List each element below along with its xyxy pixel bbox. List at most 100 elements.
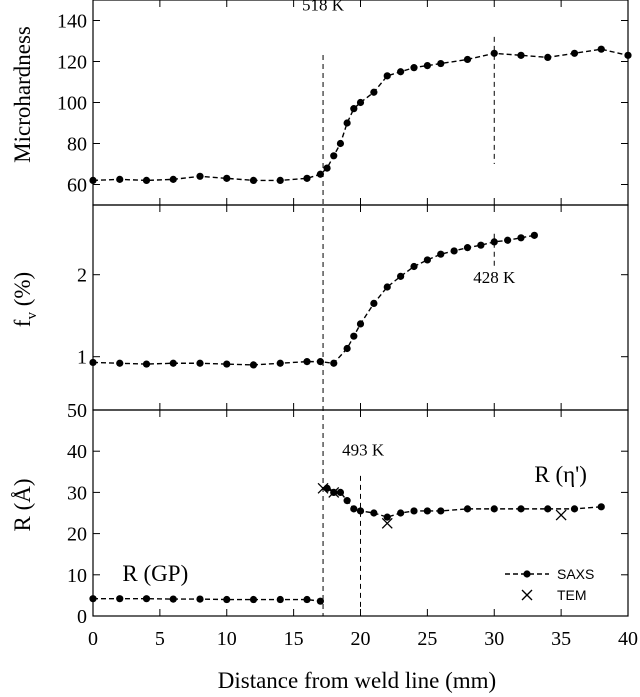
- data-point-tem: [317, 482, 329, 494]
- data-point-saxs: [397, 509, 405, 517]
- data-point-saxs: [316, 597, 324, 605]
- data-point-saxs: [423, 507, 431, 515]
- data-point-fraction: [116, 359, 124, 367]
- x-tick-label: 20: [351, 628, 371, 650]
- data-point-saxs: [223, 595, 231, 604]
- data-point-tem: [555, 509, 567, 521]
- data-point-fraction: [356, 320, 365, 328]
- x-tick-label: 40: [618, 628, 638, 650]
- y-axis-label-hardness: Microhardness: [10, 26, 35, 163]
- data-point-fraction: [330, 359, 338, 367]
- data-point-saxs: [303, 595, 311, 604]
- data-point-saxs: [276, 595, 284, 604]
- y-tick-label-hardness: 100: [57, 93, 87, 115]
- y-axis-label-suffix: (%): [10, 272, 35, 312]
- data-point-fraction: [423, 256, 431, 264]
- data-point-hardness: [350, 105, 358, 113]
- data-point-saxs: [517, 505, 525, 513]
- data-point-fraction: [303, 358, 311, 366]
- data-point-fraction: [89, 358, 97, 367]
- data-point-saxs: [343, 497, 351, 505]
- data-point-hardness: [116, 175, 124, 183]
- data-point-fraction: [350, 332, 358, 340]
- data-point-hardness: [169, 175, 177, 183]
- data-point-hardness: [330, 152, 338, 160]
- data-point-hardness: [303, 174, 311, 182]
- y-tick-label-hardness: 80: [67, 134, 87, 156]
- legend-swatch-marker: [521, 589, 533, 601]
- data-point-hardness: [356, 98, 365, 107]
- x-tick-label: 0: [88, 628, 98, 650]
- data-point-saxs: [370, 509, 378, 517]
- data-point-hardness: [223, 174, 231, 182]
- data-point-saxs: [356, 507, 365, 515]
- y-tick-label-hardness: 60: [67, 175, 87, 197]
- annotation-label: 493 K: [342, 440, 385, 459]
- data-point-fraction: [276, 359, 284, 367]
- legend-swatch-marker: [523, 570, 531, 578]
- y-axis-label-fraction: fv (%): [10, 272, 40, 327]
- data-point-fraction: [517, 234, 525, 242]
- annotation-label: 428 K: [473, 268, 516, 287]
- data-point-fraction: [477, 241, 485, 249]
- data-point-fraction: [223, 360, 231, 368]
- data-point-hardness: [397, 68, 405, 76]
- data-point-saxs: [169, 595, 177, 603]
- y-axis-label-main: R (Å): [10, 478, 35, 531]
- data-point-fraction: [530, 231, 538, 239]
- x-tick-label: 10: [217, 628, 237, 650]
- data-point-hardness: [517, 51, 525, 59]
- data-point-tem: [381, 517, 393, 529]
- data-point-hardness: [570, 49, 579, 57]
- data-point-saxs: [490, 505, 498, 513]
- x-tick-label: 15: [284, 628, 304, 650]
- data-point-fraction: [249, 361, 258, 369]
- data-point-hardness: [370, 88, 378, 96]
- data-point-fraction: [410, 262, 418, 271]
- data-point-fraction: [463, 244, 472, 252]
- y-tick-label-radius: 50: [67, 400, 87, 422]
- annotation-label: R (GP): [122, 561, 188, 586]
- annotation-label: R (η'): [534, 462, 587, 487]
- y-tick-label-fraction: 1: [77, 347, 87, 369]
- data-point-tem: [328, 486, 340, 498]
- data-point-fraction: [169, 359, 177, 367]
- y-tick-label-radius: 20: [67, 524, 87, 546]
- data-point-hardness: [624, 51, 632, 59]
- data-point-fraction: [383, 283, 391, 291]
- data-point-saxs: [196, 595, 204, 603]
- data-point-hardness: [89, 176, 97, 184]
- data-point-saxs: [249, 595, 258, 604]
- tem-marker-stroke: [317, 482, 329, 494]
- series-line-saxs: [93, 597, 321, 602]
- legend-label: SAXS: [557, 566, 594, 582]
- annotation-label: 518 K: [302, 0, 345, 14]
- data-point-hardness: [597, 45, 605, 53]
- data-point-fraction: [316, 358, 324, 366]
- x-tick-label: 35: [551, 628, 571, 650]
- data-point-hardness: [196, 172, 204, 180]
- data-point-hardness: [142, 176, 151, 184]
- y-axis-label-main: Microhardness: [10, 26, 35, 163]
- data-point-fraction: [370, 299, 378, 307]
- series-line-hardness: [92, 48, 629, 182]
- data-point-saxs: [336, 488, 345, 496]
- data-point-fraction: [450, 247, 458, 255]
- data-point-hardness: [463, 55, 472, 64]
- series-line-fraction: [92, 234, 535, 366]
- data-point-hardness: [423, 62, 431, 70]
- data-point-fraction: [343, 344, 351, 353]
- y-tick-label-hardness: 140: [57, 11, 87, 33]
- data-point-fraction: [490, 238, 498, 246]
- data-point-saxs: [142, 595, 151, 603]
- data-point-hardness: [383, 72, 391, 80]
- data-point-saxs: [570, 505, 579, 513]
- data-point-hardness: [490, 49, 498, 57]
- legend: SAXS TEM: [505, 566, 594, 603]
- legend-label: TEM: [557, 587, 587, 603]
- y-tick-label-hardness: 120: [57, 52, 87, 74]
- data-point-fraction: [504, 236, 512, 244]
- data-point-saxs: [463, 505, 472, 513]
